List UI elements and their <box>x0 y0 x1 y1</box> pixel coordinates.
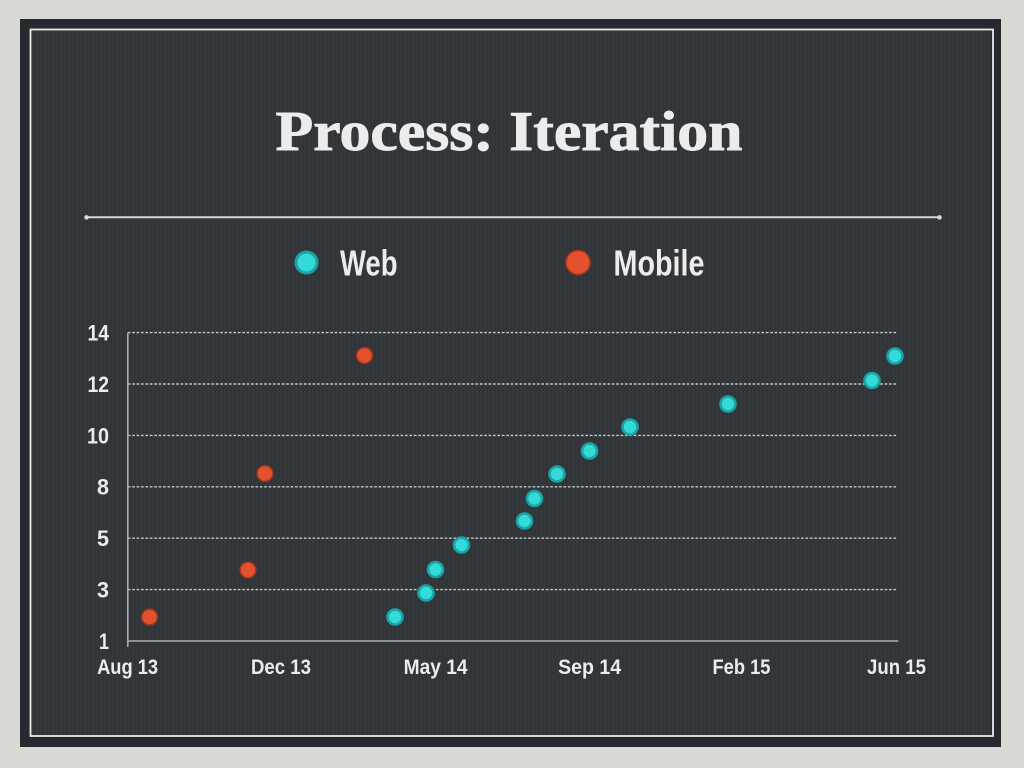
svg-text:10: 10 <box>87 423 109 448</box>
svg-text:Process: Iteration: Process: Iteration <box>276 101 743 163</box>
svg-text:Sep 14: Sep 14 <box>558 655 621 679</box>
svg-text:14: 14 <box>88 321 110 346</box>
svg-text:Web: Web <box>340 243 398 284</box>
svg-text:3: 3 <box>97 578 109 603</box>
svg-text:Aug 13: Aug 13 <box>97 655 158 679</box>
svg-text:Feb 15: Feb 15 <box>713 655 771 679</box>
svg-text:May 14: May 14 <box>404 655 468 679</box>
svg-text:Mobile: Mobile <box>614 243 705 284</box>
svg-text:Dec 13: Dec 13 <box>251 655 311 679</box>
svg-text:Jun 15: Jun 15 <box>867 655 926 679</box>
svg-text:8: 8 <box>97 475 109 500</box>
svg-text:12: 12 <box>88 372 110 397</box>
svg-text:1: 1 <box>99 629 109 654</box>
svg-text:5: 5 <box>97 526 109 551</box>
